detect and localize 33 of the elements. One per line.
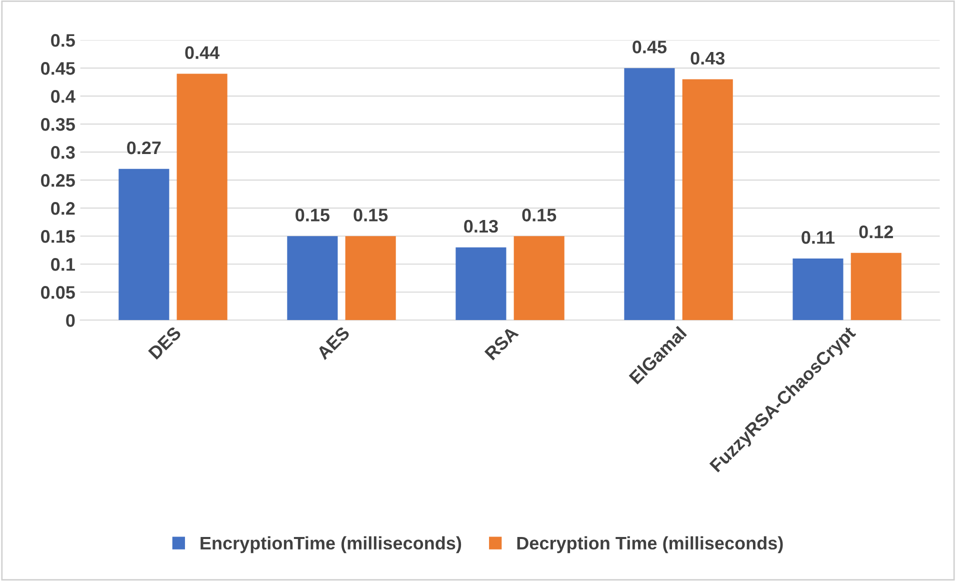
bar xyxy=(118,168,170,320)
y-tick-label: 0 xyxy=(66,314,75,327)
data-label: 0.15 xyxy=(296,208,330,222)
bar xyxy=(682,79,733,320)
bar xyxy=(176,74,228,320)
y-tick-label: 0.05 xyxy=(41,286,75,299)
y-tick-label: 0.25 xyxy=(41,174,75,187)
y-tick-label: 0.3 xyxy=(51,146,75,159)
bar xyxy=(850,252,902,320)
y-tick-label: 0.2 xyxy=(51,202,75,215)
data-label: 0.12 xyxy=(859,225,893,238)
bar xyxy=(287,236,338,320)
bar xyxy=(345,236,396,320)
bar xyxy=(624,68,675,320)
bar xyxy=(514,236,564,320)
data-label: 0.43 xyxy=(690,52,725,65)
y-tick-label: 0.4 xyxy=(51,90,76,103)
data-label: 0.27 xyxy=(127,141,161,154)
bar xyxy=(456,247,506,320)
data-label: 0.45 xyxy=(632,40,667,54)
data-label: 0.44 xyxy=(185,46,220,60)
data-label: 0.13 xyxy=(464,220,498,233)
legend-label: Decryption Time (milliseconds) xyxy=(517,536,783,554)
data-label: 0.15 xyxy=(354,208,388,222)
y-tick-label: 0.1 xyxy=(51,258,75,271)
y-tick-label: 0.15 xyxy=(41,230,75,243)
data-label: 0.15 xyxy=(522,208,556,222)
y-tick-label: 0.45 xyxy=(41,62,75,75)
legend-label: EncryptionTime (milliseconds) xyxy=(200,536,462,554)
y-tick-label: 0.5 xyxy=(51,34,75,47)
data-label: 0.11 xyxy=(802,231,835,244)
bar xyxy=(792,258,844,320)
y-tick-label: 0.35 xyxy=(41,118,75,131)
